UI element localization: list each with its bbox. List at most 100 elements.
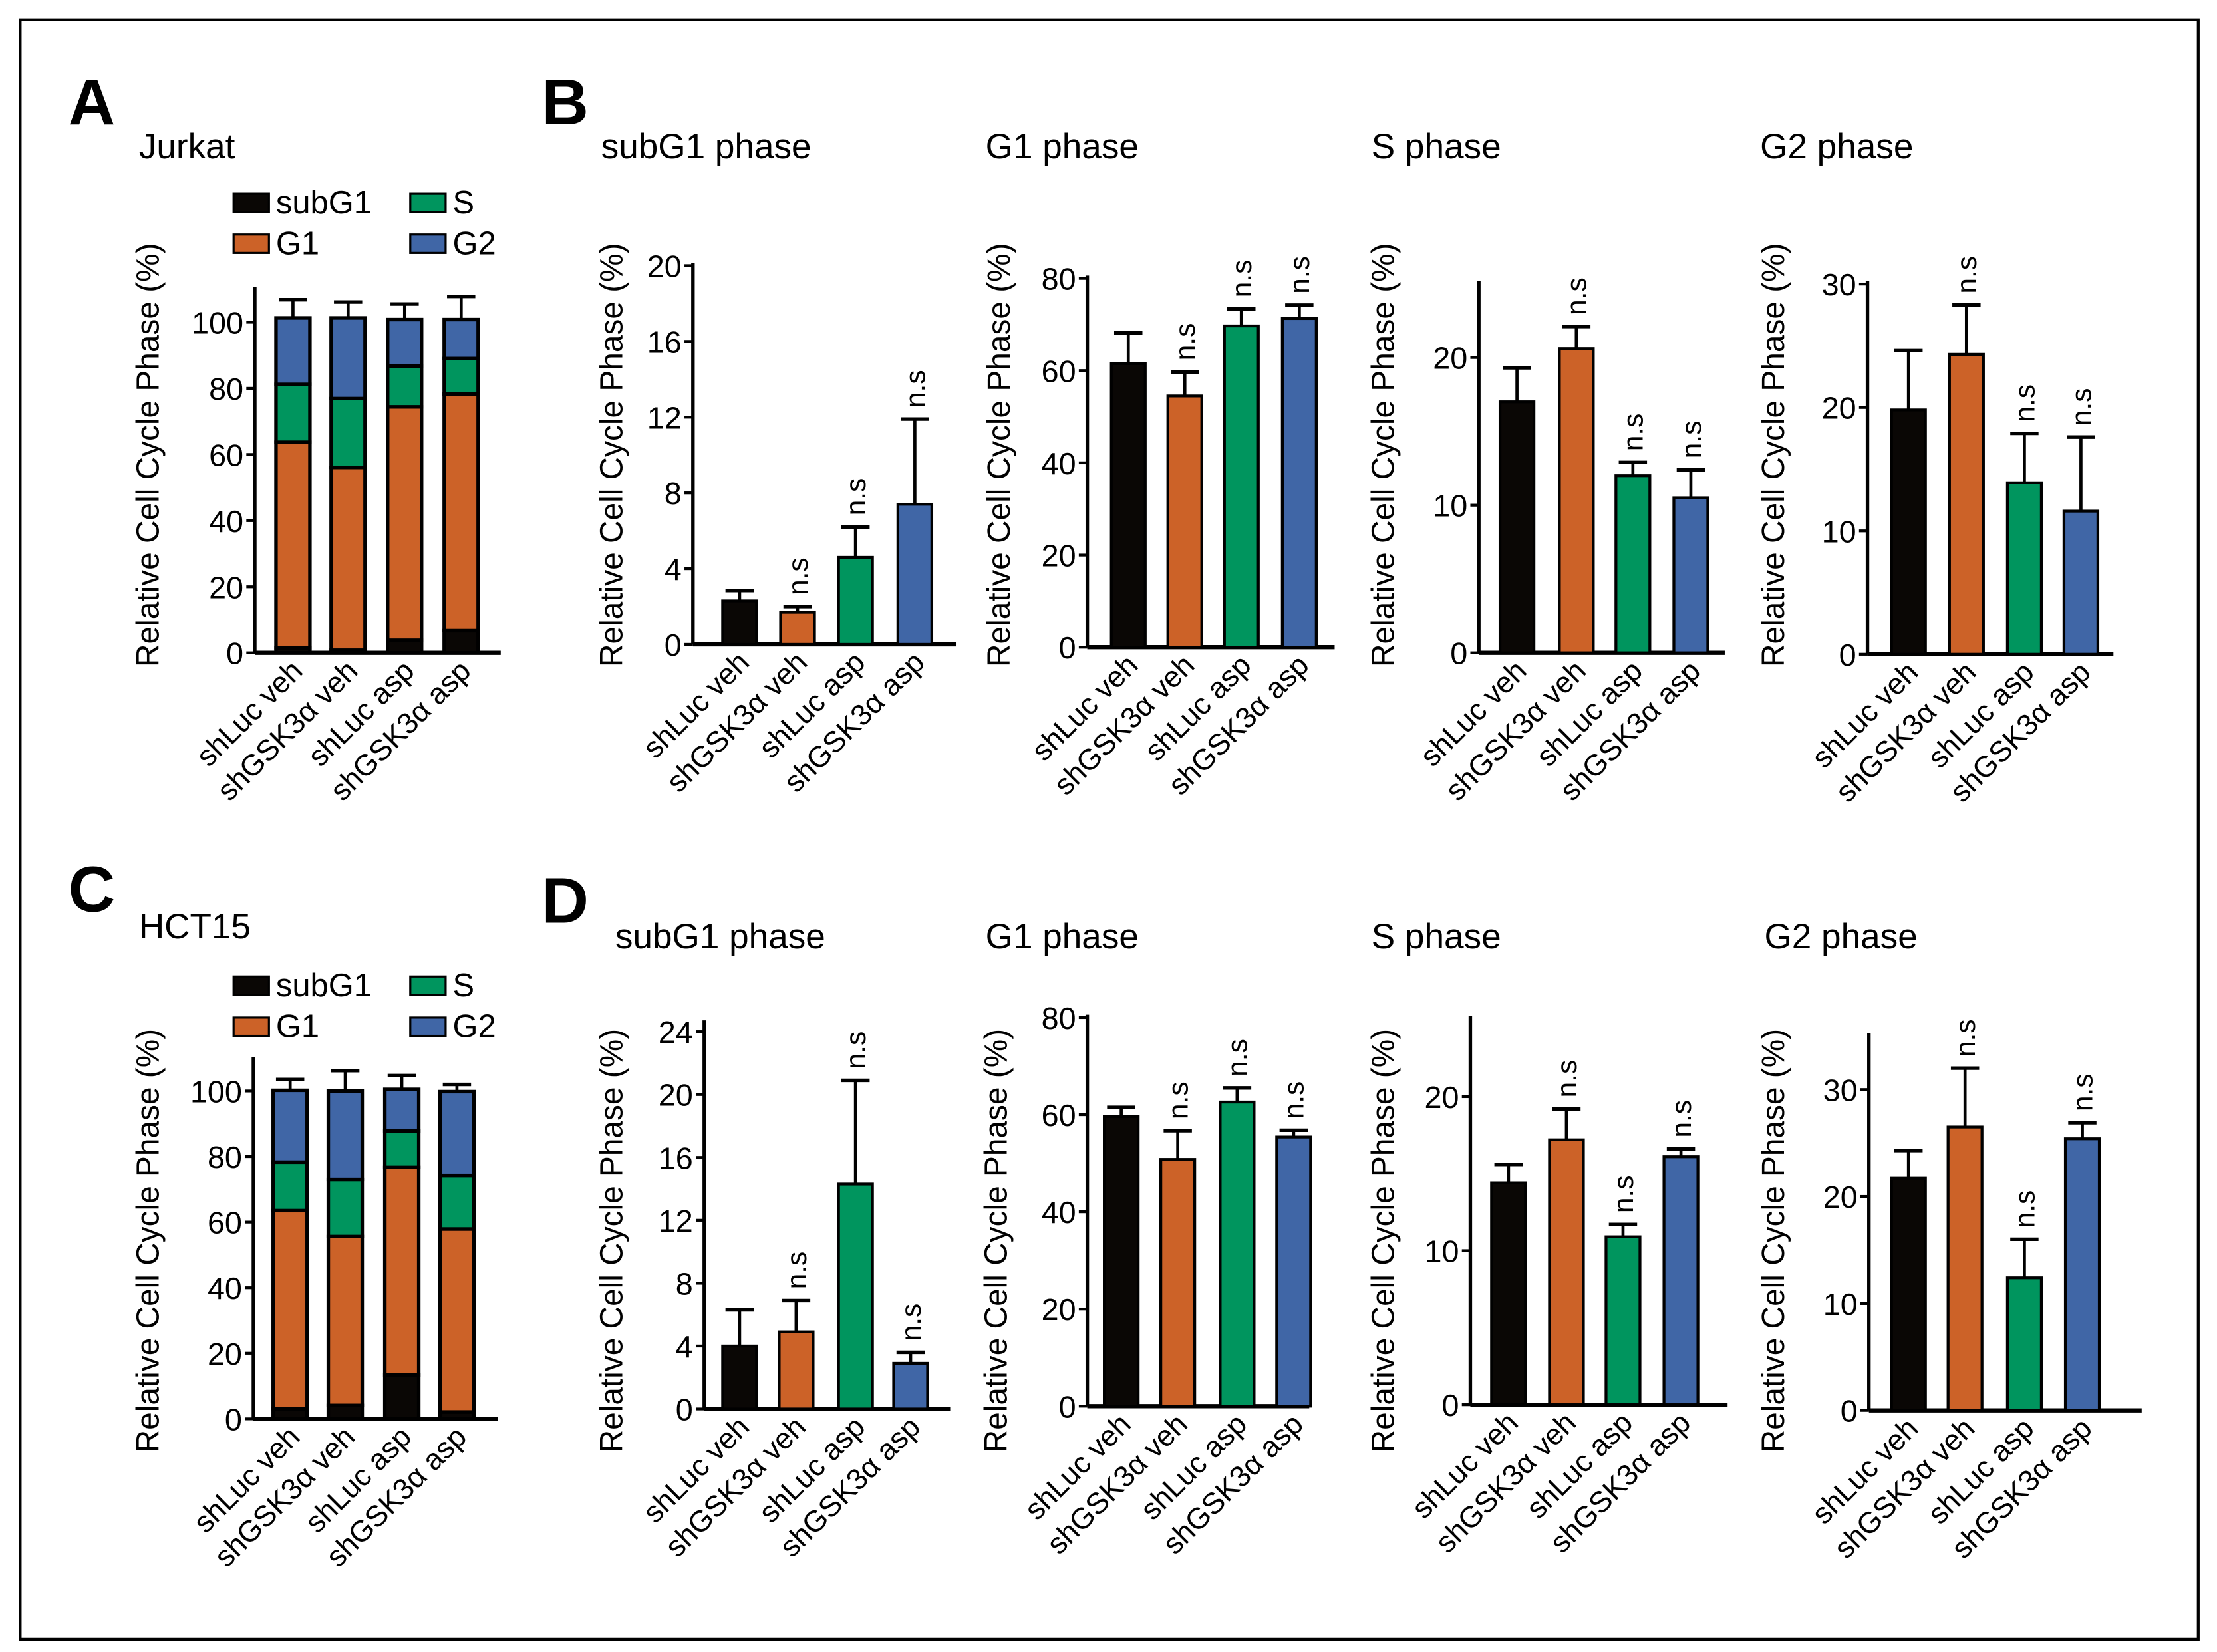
- y-tick-label: 20: [208, 1337, 242, 1371]
- chart-title: S phase: [1372, 917, 1501, 956]
- bar-segment-g2: [382, 1087, 421, 1133]
- chart-title: G1 phase: [986, 127, 1139, 166]
- y-tick-label: 4: [676, 1329, 693, 1364]
- y-axis-label: Relative Cell Cycle Phase (%): [595, 1029, 630, 1453]
- bar: [2063, 1137, 2101, 1412]
- bar: [2005, 1276, 2043, 1412]
- bar: [837, 1182, 874, 1411]
- y-axis-label: Relative Cell Cycle Phase (%): [1366, 1029, 1402, 1453]
- bar: [1948, 352, 1985, 656]
- bar: [1890, 1176, 1927, 1412]
- significance-label: n.s: [1562, 277, 1593, 315]
- y-tick-label: 100: [192, 305, 243, 340]
- bar-segment-s: [442, 356, 480, 396]
- legend-swatch-s: [409, 975, 447, 996]
- chart-title: subG1 phase: [601, 127, 812, 166]
- bar-segment-g1: [386, 405, 424, 642]
- bar: [721, 1344, 758, 1411]
- bar-segment-s: [326, 1177, 365, 1238]
- y-tick-label: 60: [208, 1206, 242, 1240]
- legend-label-s: S: [453, 968, 475, 1004]
- bar-segment-s: [271, 1160, 309, 1213]
- y-tick-label: 0: [1841, 1394, 1858, 1429]
- significance-label: n.s: [2009, 1190, 2041, 1228]
- legend-swatch-subg1: [232, 975, 270, 996]
- significance-label: n.s: [1163, 1081, 1194, 1119]
- y-tick-label: 80: [209, 372, 243, 406]
- y-tick-label: 0: [1059, 1389, 1076, 1424]
- bar-segment-g1: [326, 1234, 365, 1407]
- y-tick-label: 0: [1450, 636, 1467, 671]
- bar: [778, 1330, 815, 1411]
- panel-letter-c: C: [69, 853, 116, 926]
- bar: [1558, 347, 1595, 654]
- panel-letter-b: B: [541, 66, 589, 138]
- bar-segment-g1: [271, 1208, 309, 1411]
- significance-label: n.s: [1608, 1175, 1640, 1213]
- y-tick-label: 20: [1822, 391, 1856, 426]
- y-tick-label: 40: [1042, 1195, 1076, 1230]
- legend-swatch-subg1: [232, 192, 270, 213]
- significance-label: n.s: [1279, 1081, 1310, 1119]
- significance-label: n.s: [2009, 384, 2041, 422]
- significance-label: n.s: [841, 478, 872, 516]
- y-tick-label: 40: [209, 504, 243, 539]
- significance-label: n.s: [782, 1252, 813, 1290]
- y-tick-label: 60: [209, 438, 243, 472]
- y-tick-label: 0: [665, 628, 682, 662]
- y-tick-label: 0: [225, 1402, 242, 1437]
- bar-segment-s: [438, 1173, 476, 1231]
- bar: [1890, 408, 1927, 656]
- bar-segment-g2: [326, 1089, 365, 1182]
- bar: [1159, 1158, 1197, 1408]
- y-tick-label: 8: [665, 476, 682, 511]
- y-axis-label: Relative Cell Cycle Phase (%): [595, 243, 630, 667]
- bar: [1275, 1135, 1312, 1408]
- bar: [1219, 1100, 1256, 1408]
- legend-label-g1: G1: [276, 225, 319, 261]
- bar: [1946, 1125, 1984, 1412]
- y-tick-label: 10: [1822, 514, 1856, 549]
- bar: [892, 1361, 929, 1411]
- bar-segment-g2: [271, 1088, 309, 1165]
- bar: [1548, 1138, 1585, 1407]
- chart-title: G1 phase: [986, 917, 1139, 956]
- y-axis-label: Relative Cell Cycle Phase (%): [1756, 1029, 1791, 1453]
- significance-label: n.s: [841, 1032, 872, 1069]
- legend-swatch-s: [409, 192, 447, 213]
- bar: [1223, 324, 1260, 649]
- significance-label: n.s: [1170, 323, 1201, 361]
- y-axis-label: Relative Cell Cycle Phase (%): [1366, 243, 1402, 667]
- panel-letter-d: D: [541, 865, 589, 937]
- bar-segment-s: [274, 382, 312, 444]
- bar: [2062, 509, 2100, 656]
- y-tick-label: 80: [1042, 262, 1076, 297]
- bar-segment-g1: [382, 1165, 421, 1377]
- bar-segment-g1: [442, 392, 480, 633]
- legend-label-g2: G2: [453, 1009, 496, 1045]
- y-tick-label: 16: [659, 1141, 693, 1175]
- bar: [1614, 474, 1652, 654]
- y-tick-label: 20: [209, 570, 243, 605]
- bar: [779, 611, 816, 646]
- y-tick-label: 0: [226, 636, 243, 671]
- legend-label-subg1: subG1: [276, 185, 372, 221]
- bar-segment-subg1: [442, 628, 480, 655]
- significance-label: n.s: [783, 557, 814, 595]
- y-tick-label: 20: [1042, 539, 1076, 573]
- significance-label: n.s: [1223, 1039, 1254, 1077]
- bar: [2005, 481, 2043, 656]
- legend-label-g2: G2: [453, 225, 496, 261]
- significance-label: n.s: [1618, 414, 1650, 452]
- bar-segment-g2: [274, 316, 312, 386]
- y-tick-label: 10: [1823, 1287, 1858, 1321]
- y-axis-label: Relative Cell Cycle Phase (%): [982, 243, 1017, 667]
- y-tick-label: 100: [190, 1074, 242, 1109]
- legend-label-g1: G1: [276, 1009, 319, 1045]
- bar: [1604, 1235, 1642, 1407]
- y-tick-label: 16: [647, 325, 682, 359]
- y-tick-label: 0: [676, 1393, 693, 1427]
- legend-swatch-g1: [232, 233, 270, 254]
- bar: [721, 599, 758, 646]
- panel-a-title: Jurkat: [139, 127, 235, 166]
